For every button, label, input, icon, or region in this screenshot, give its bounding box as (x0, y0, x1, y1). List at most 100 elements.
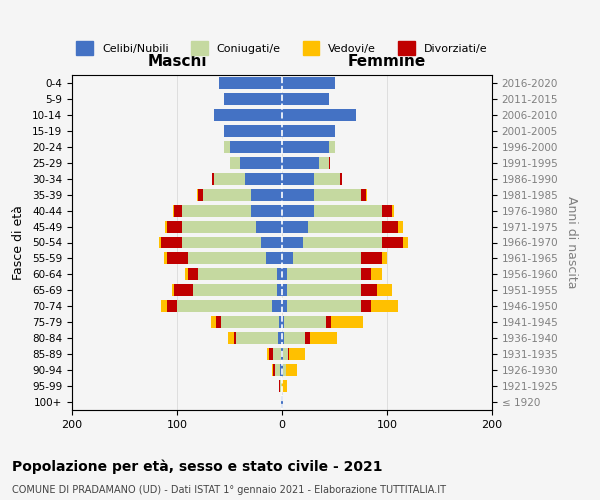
Bar (282, 109, 355, 121)
Bar (382, 236, 403, 248)
Bar (280, 364, 282, 376)
Bar (282, 364, 283, 376)
Bar (251, 188, 282, 200)
Bar (329, 157, 331, 168)
Bar (197, 188, 198, 200)
Bar (329, 141, 335, 153)
Bar (229, 332, 234, 344)
Bar (167, 300, 177, 312)
Bar (280, 380, 282, 392)
Bar (251, 204, 282, 216)
Bar (282, 236, 303, 248)
Bar (289, 348, 305, 360)
Bar (282, 396, 283, 408)
Bar (278, 332, 282, 344)
Bar (284, 332, 305, 344)
Bar (314, 172, 340, 184)
Bar (281, 348, 282, 360)
Bar (398, 220, 403, 232)
Bar (282, 348, 283, 360)
Y-axis label: Anni di nascita: Anni di nascita (565, 196, 578, 289)
Bar (282, 77, 335, 89)
Text: Maschi: Maschi (147, 54, 207, 68)
Bar (293, 252, 361, 264)
Bar (279, 316, 282, 328)
Bar (271, 300, 282, 312)
Bar (282, 380, 287, 392)
Bar (214, 109, 282, 121)
Bar (275, 364, 280, 376)
Bar (177, 300, 271, 312)
Bar (284, 316, 326, 328)
Bar (272, 364, 275, 376)
Bar (167, 252, 187, 264)
Text: COMUNE DI PRADAMANO (UD) - Dati ISTAT 1° gennaio 2021 - Elaborazione TUTTITALIA.: COMUNE DI PRADAMANO (UD) - Dati ISTAT 1°… (12, 485, 446, 495)
Bar (361, 268, 371, 280)
Bar (319, 157, 329, 168)
Bar (234, 332, 236, 344)
Bar (331, 316, 363, 328)
Bar (182, 220, 256, 232)
Bar (167, 220, 182, 232)
Bar (371, 300, 398, 312)
Bar (229, 141, 282, 153)
Bar (282, 157, 319, 168)
Bar (308, 220, 382, 232)
Bar (305, 332, 310, 344)
Bar (382, 220, 398, 232)
Bar (282, 284, 287, 296)
Bar (271, 364, 272, 376)
Bar (159, 236, 161, 248)
Bar (287, 268, 361, 280)
Bar (174, 284, 193, 296)
Bar (282, 125, 335, 137)
Bar (314, 188, 361, 200)
Bar (224, 93, 282, 105)
Bar (282, 204, 314, 216)
Bar (340, 172, 342, 184)
Bar (182, 236, 261, 248)
Bar (382, 252, 387, 264)
Bar (198, 268, 277, 280)
Bar (282, 188, 314, 200)
Bar (282, 332, 284, 344)
Bar (203, 188, 251, 200)
Bar (303, 236, 382, 248)
Bar (282, 252, 293, 264)
Bar (282, 141, 329, 153)
Y-axis label: Fasce di età: Fasce di età (12, 205, 25, 280)
Bar (182, 204, 251, 216)
Bar (377, 284, 392, 296)
Bar (282, 300, 287, 312)
Bar (224, 141, 229, 153)
Bar (161, 300, 167, 312)
Bar (198, 188, 203, 200)
Bar (256, 220, 282, 232)
Bar (266, 252, 282, 264)
Bar (283, 348, 289, 360)
Bar (277, 268, 282, 280)
Bar (282, 268, 287, 280)
Bar (314, 204, 382, 216)
Text: Femmine: Femmine (348, 54, 426, 68)
Bar (282, 172, 314, 184)
Text: Popolazione per età, sesso e stato civile - 2021: Popolazione per età, sesso e stato civil… (12, 460, 383, 474)
Bar (382, 204, 392, 216)
Bar (392, 204, 394, 216)
Bar (221, 316, 279, 328)
Bar (185, 268, 187, 280)
Bar (279, 380, 280, 392)
Bar (282, 93, 329, 105)
Bar (216, 316, 221, 328)
Bar (187, 268, 198, 280)
Bar (283, 364, 286, 376)
Bar (361, 300, 371, 312)
Bar (286, 364, 296, 376)
Bar (277, 284, 282, 296)
Bar (187, 252, 266, 264)
Bar (282, 220, 308, 232)
Bar (212, 172, 214, 184)
Bar (361, 188, 366, 200)
Bar (272, 348, 281, 360)
Bar (236, 332, 278, 344)
